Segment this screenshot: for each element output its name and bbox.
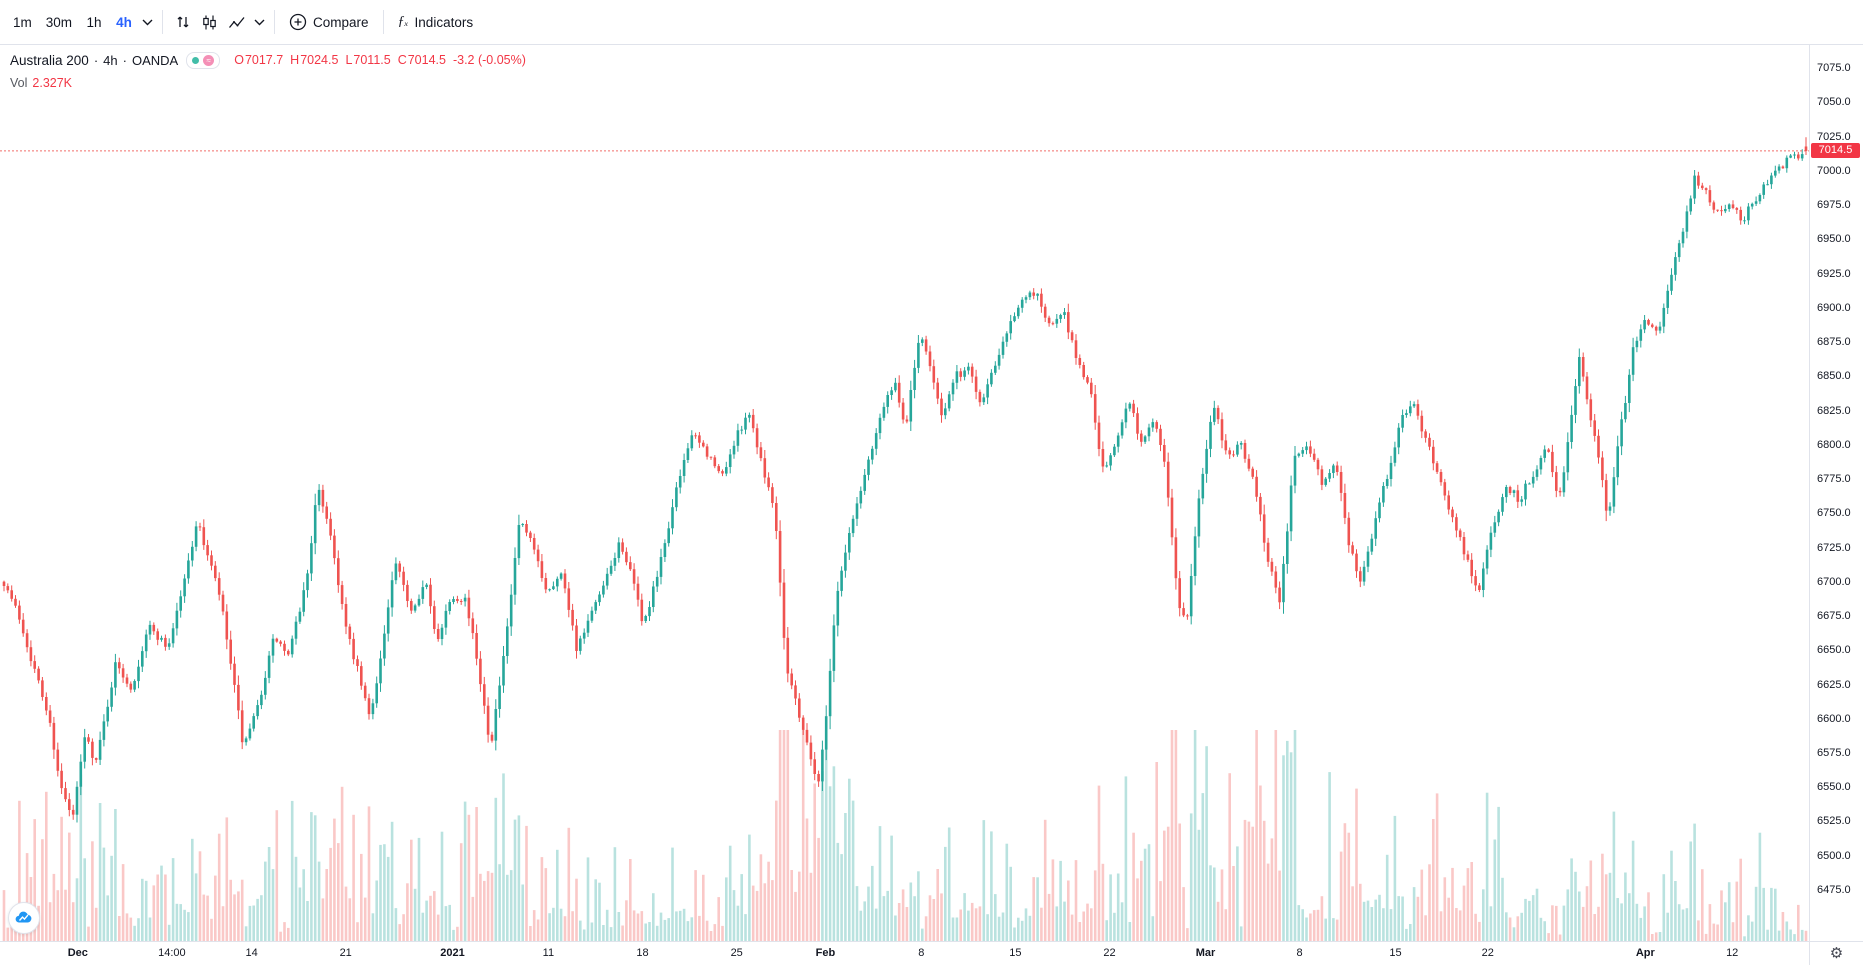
price-tick-label: 6875.0 — [1817, 336, 1851, 348]
time-tick-label: Dec — [67, 947, 88, 959]
time-tick-label: 12 — [1726, 947, 1739, 959]
interval-dropdown-chevron-icon[interactable] — [139, 7, 155, 37]
price-tick-label: 7050.0 — [1817, 96, 1851, 109]
chart-region — [0, 44, 1863, 965]
low-value: 7011.5 — [353, 53, 391, 67]
compare-button[interactable]: Compare — [282, 7, 376, 37]
settings-gear-icon[interactable]: ⚙ — [1829, 945, 1844, 962]
time-tick-label: 14 — [245, 947, 258, 959]
time-tick-label: Apr — [1635, 947, 1655, 959]
price-tick-label: 6650.0 — [1817, 644, 1851, 657]
interval-button-group: 1m 30m 1h 4h — [6, 7, 139, 37]
price-tick-label: 6550.0 — [1817, 781, 1851, 794]
toolbar-separator — [162, 10, 164, 34]
bar-style-arrows-icon[interactable] — [170, 7, 196, 37]
price-tick-label: 6500.0 — [1817, 849, 1851, 862]
time-tick-label: 8 — [918, 947, 925, 959]
last-price-label: 7014.5 — [1811, 142, 1860, 158]
price-tick-label: 6575.0 — [1817, 746, 1851, 759]
fx-icon: ƒₓ — [397, 14, 409, 29]
plus-circle-icon — [289, 13, 307, 31]
data-feed-badge[interactable]: ≈ — [186, 52, 221, 69]
price-tick-label: 6800.0 — [1817, 438, 1851, 451]
compare-label: Compare — [313, 14, 369, 30]
price-tick-label: 6950.0 — [1817, 233, 1851, 246]
time-tick-label: 14:00 — [158, 947, 186, 959]
ohlc-readout: O 7017.7 H 7024.5 L 7011.5 C 7014.5 -3.2 (-0… — [234, 53, 526, 67]
price-tick-label: 6475.0 — [1817, 883, 1851, 896]
time-tick-label: 15 — [1009, 947, 1022, 959]
indicators-label: Indicators — [414, 14, 474, 30]
volume-label: Vol — [10, 76, 28, 90]
price-tick-label: 6725.0 — [1817, 541, 1851, 554]
time-tick-label: Mar — [1195, 947, 1216, 959]
candlestick-chart[interactable] — [0, 44, 1810, 942]
chart-legend: Australia 200 · 4h · OANDA ≈ O 7017.7 H 70… — [10, 52, 526, 92]
indicators-button[interactable]: ƒₓ Indicators — [391, 7, 481, 37]
price-tick-label: 6675.0 — [1817, 610, 1851, 622]
price-tick-label: 6625.0 — [1817, 678, 1851, 691]
interval-button-1m[interactable]: 1m — [6, 7, 39, 37]
legend-separator: · — [122, 53, 127, 68]
time-axis[interactable]: Dec 14:00 14 21 2021 11 18 25 Feb 8 15 22 Mar 8 15 22 Ap… — [0, 941, 1810, 965]
time-tick-label: 25 — [730, 947, 743, 959]
time-tick-label: 22 — [1481, 947, 1494, 959]
toolbar-separator — [274, 10, 276, 34]
time-tick-label: 21 — [339, 947, 352, 959]
legend-interval: 4h — [103, 53, 118, 68]
logo-cloud-icon — [15, 911, 32, 923]
time-tick-label: 15 — [1389, 947, 1402, 959]
price-tick-label: 7000.0 — [1817, 164, 1851, 177]
price-tick-label: 6825.0 — [1817, 404, 1851, 417]
delayed-data-icon: ≈ — [203, 55, 215, 66]
time-tick-label: Feb — [815, 947, 836, 959]
time-tick-label: 18 — [636, 947, 649, 959]
close-value: 7014.5 — [407, 53, 446, 67]
candlestick-style-icon[interactable] — [196, 7, 223, 37]
price-tick-label: 6925.0 — [1817, 267, 1851, 280]
time-tick-label: 11 — [542, 947, 555, 959]
chart-style-dropdown-chevron-icon[interactable] — [251, 7, 267, 37]
price-tick-label: 6600.0 — [1817, 712, 1851, 725]
axis-corner: ⚙ — [1809, 941, 1863, 965]
price-tick-label: 6525.0 — [1817, 815, 1851, 828]
time-tick-label: 2021 — [440, 947, 465, 959]
toolbar-separator — [382, 10, 384, 34]
top-toolbar: 1m 30m 1h 4h — [0, 0, 1863, 45]
price-tick-label: 6900.0 — [1817, 301, 1851, 314]
open-value: 7017.7 — [244, 53, 284, 67]
high-value: 7024.5 — [300, 53, 339, 67]
price-tick-label: 6700.0 — [1817, 575, 1851, 588]
interval-button-1h[interactable]: 1h — [79, 7, 109, 37]
legend-exchange: OANDA — [131, 53, 179, 68]
tradingview-logo[interactable] — [8, 902, 40, 934]
price-axis[interactable]: 7075.0 7050.0 7025.0 7000.0 6975.0 6950.0 6925… — [1809, 44, 1863, 942]
market-status-icon — [192, 57, 200, 64]
price-tick-label: 6775.0 — [1817, 473, 1851, 485]
area-chart-style-icon[interactable] — [223, 7, 251, 37]
symbol-title[interactable]: Australia 200 — [10, 53, 89, 68]
price-tick-label: 6850.0 — [1817, 370, 1851, 383]
interval-button-30m[interactable]: 30m — [39, 7, 79, 37]
change-value: -3.2 (-0.05%) — [452, 53, 526, 67]
volume-value: 2.327K — [32, 76, 73, 90]
price-tick-label: 7075.0 — [1817, 62, 1851, 74]
volume-readout: Vol 2.327K — [10, 75, 526, 92]
price-tick-label: 7025.0 — [1817, 130, 1851, 143]
time-tick-label: 8 — [1296, 947, 1303, 959]
interval-button-4h[interactable]: 4h — [109, 7, 139, 37]
time-tick-label: 22 — [1103, 947, 1116, 959]
price-tick-label: 6975.0 — [1817, 199, 1851, 211]
price-tick-label: 6750.0 — [1817, 507, 1851, 520]
legend-separator: · — [93, 53, 99, 68]
